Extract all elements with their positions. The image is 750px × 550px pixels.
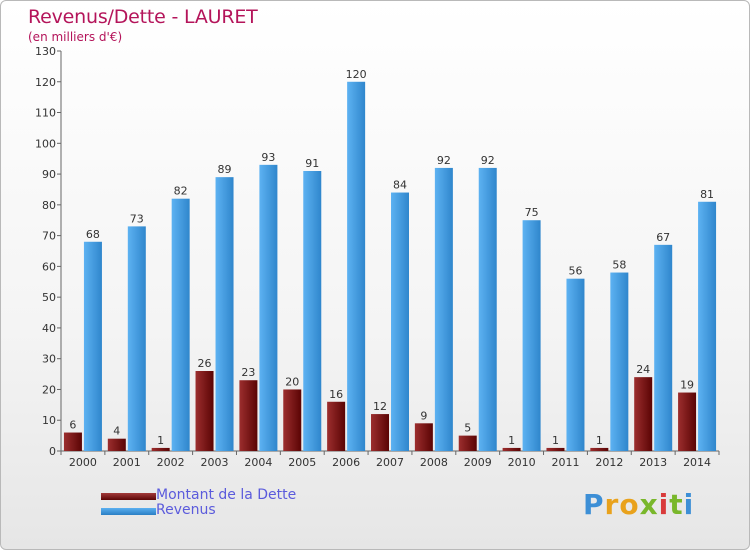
bar-dette [63,432,82,451]
chart-subtitle: (en milliers d'€) [28,30,123,44]
bar-dette [107,438,126,451]
data-label-dette: 19 [680,379,694,392]
bar-dette [458,435,477,451]
bar-dette [414,423,433,451]
y-tick-label: 0 [49,445,56,458]
data-label-revenus: 56 [568,265,582,278]
y-tick-label: 90 [42,168,56,181]
bar-revenus [522,220,541,451]
bar-dette [502,447,521,451]
bar-revenus [127,226,146,451]
bar-revenus [566,278,585,451]
y-tick-label: 30 [42,353,56,366]
y-tick-label: 100 [35,137,56,150]
data-label-revenus: 81 [700,188,714,201]
x-tick-label: 2005 [288,456,316,469]
bar-dette [371,414,389,451]
legend-swatch-revenus [101,508,156,515]
bar-dette [546,447,565,451]
y-tick-label: 80 [42,199,56,212]
data-label-dette: 1 [157,434,164,447]
data-label-revenus: 67 [656,231,670,244]
data-label-dette: 16 [329,388,343,401]
bar-dette [195,371,214,451]
x-tick-label: 2012 [595,456,623,469]
bar-revenus [215,177,234,451]
x-tick-label: 2003 [201,456,229,469]
y-tick-label: 120 [35,76,56,89]
bar-revenus [478,167,497,451]
data-label-dette: 6 [69,419,76,432]
x-tick-label: 2010 [508,456,536,469]
x-tick-label: 2000 [69,456,97,469]
chart-title: Revenus/Dette - LAURET [28,6,258,28]
data-label-dette: 5 [464,422,471,435]
x-tick-label: 2008 [420,456,448,469]
bar-revenus [654,244,673,451]
x-tick-label: 2002 [157,456,185,469]
legend-label-revenus: Revenus [156,502,216,518]
data-label-revenus: 58 [612,259,626,272]
y-tick-label: 20 [42,383,56,396]
data-label-revenus: 92 [481,154,495,167]
bar-dette [327,401,346,451]
bar-revenus [391,192,409,452]
legend-swatch-dette [101,493,156,500]
bar-revenus [434,167,453,451]
x-tick-label: 2014 [683,456,711,469]
y-tick-label: 70 [42,230,56,243]
y-tick-label: 60 [42,260,56,273]
data-label-revenus: 91 [305,157,319,170]
data-label-revenus: 82 [174,185,188,198]
bar-revenus [83,241,102,451]
proxiti-logo: Proxiti [583,488,695,521]
bar-dette [239,380,258,451]
bar-dette [590,447,609,451]
y-tick-label: 130 [35,45,56,58]
bar-revenus [303,171,322,451]
data-label-dette: 23 [241,366,255,379]
data-label-dette: 24 [636,363,650,376]
x-tick-label: 2007 [376,456,404,469]
data-label-dette: 9 [420,409,427,422]
data-label-revenus: 84 [393,179,407,192]
data-label-revenus: 92 [437,154,451,167]
bar-revenus [610,272,629,451]
bar-revenus [698,201,717,451]
data-label-revenus: 89 [218,163,232,176]
data-label-dette: 20 [285,375,299,388]
data-label-dette: 12 [373,400,387,413]
bar-dette [634,377,653,451]
bar-dette [678,392,697,451]
bar-dette [283,389,302,451]
y-tick-label: 110 [35,107,56,120]
data-label-revenus: 73 [130,212,144,225]
y-tick-label: 10 [42,414,56,427]
bar-dette [151,447,170,451]
x-tick-label: 2004 [244,456,272,469]
bar-revenus [171,198,190,451]
bar-revenus [347,81,366,452]
bar-revenus [259,164,278,451]
x-tick-label: 2011 [551,456,579,469]
y-tick-label: 50 [42,291,56,304]
data-label-dette: 26 [198,357,212,370]
data-label-revenus: 120 [346,68,367,81]
data-label-dette: 1 [596,434,603,447]
x-tick-label: 2006 [332,456,360,469]
data-label-dette: 1 [552,434,559,447]
data-label-revenus: 93 [261,151,275,164]
data-label-dette: 4 [113,425,120,438]
legend-label-dette: Montant de la Dette [156,487,297,503]
data-label-revenus: 68 [86,228,100,241]
data-label-revenus: 75 [525,206,539,219]
x-tick-label: 2009 [464,456,492,469]
data-label-dette: 1 [508,434,515,447]
x-tick-label: 2013 [639,456,667,469]
y-tick-label: 40 [42,322,56,335]
x-tick-label: 2001 [113,456,141,469]
